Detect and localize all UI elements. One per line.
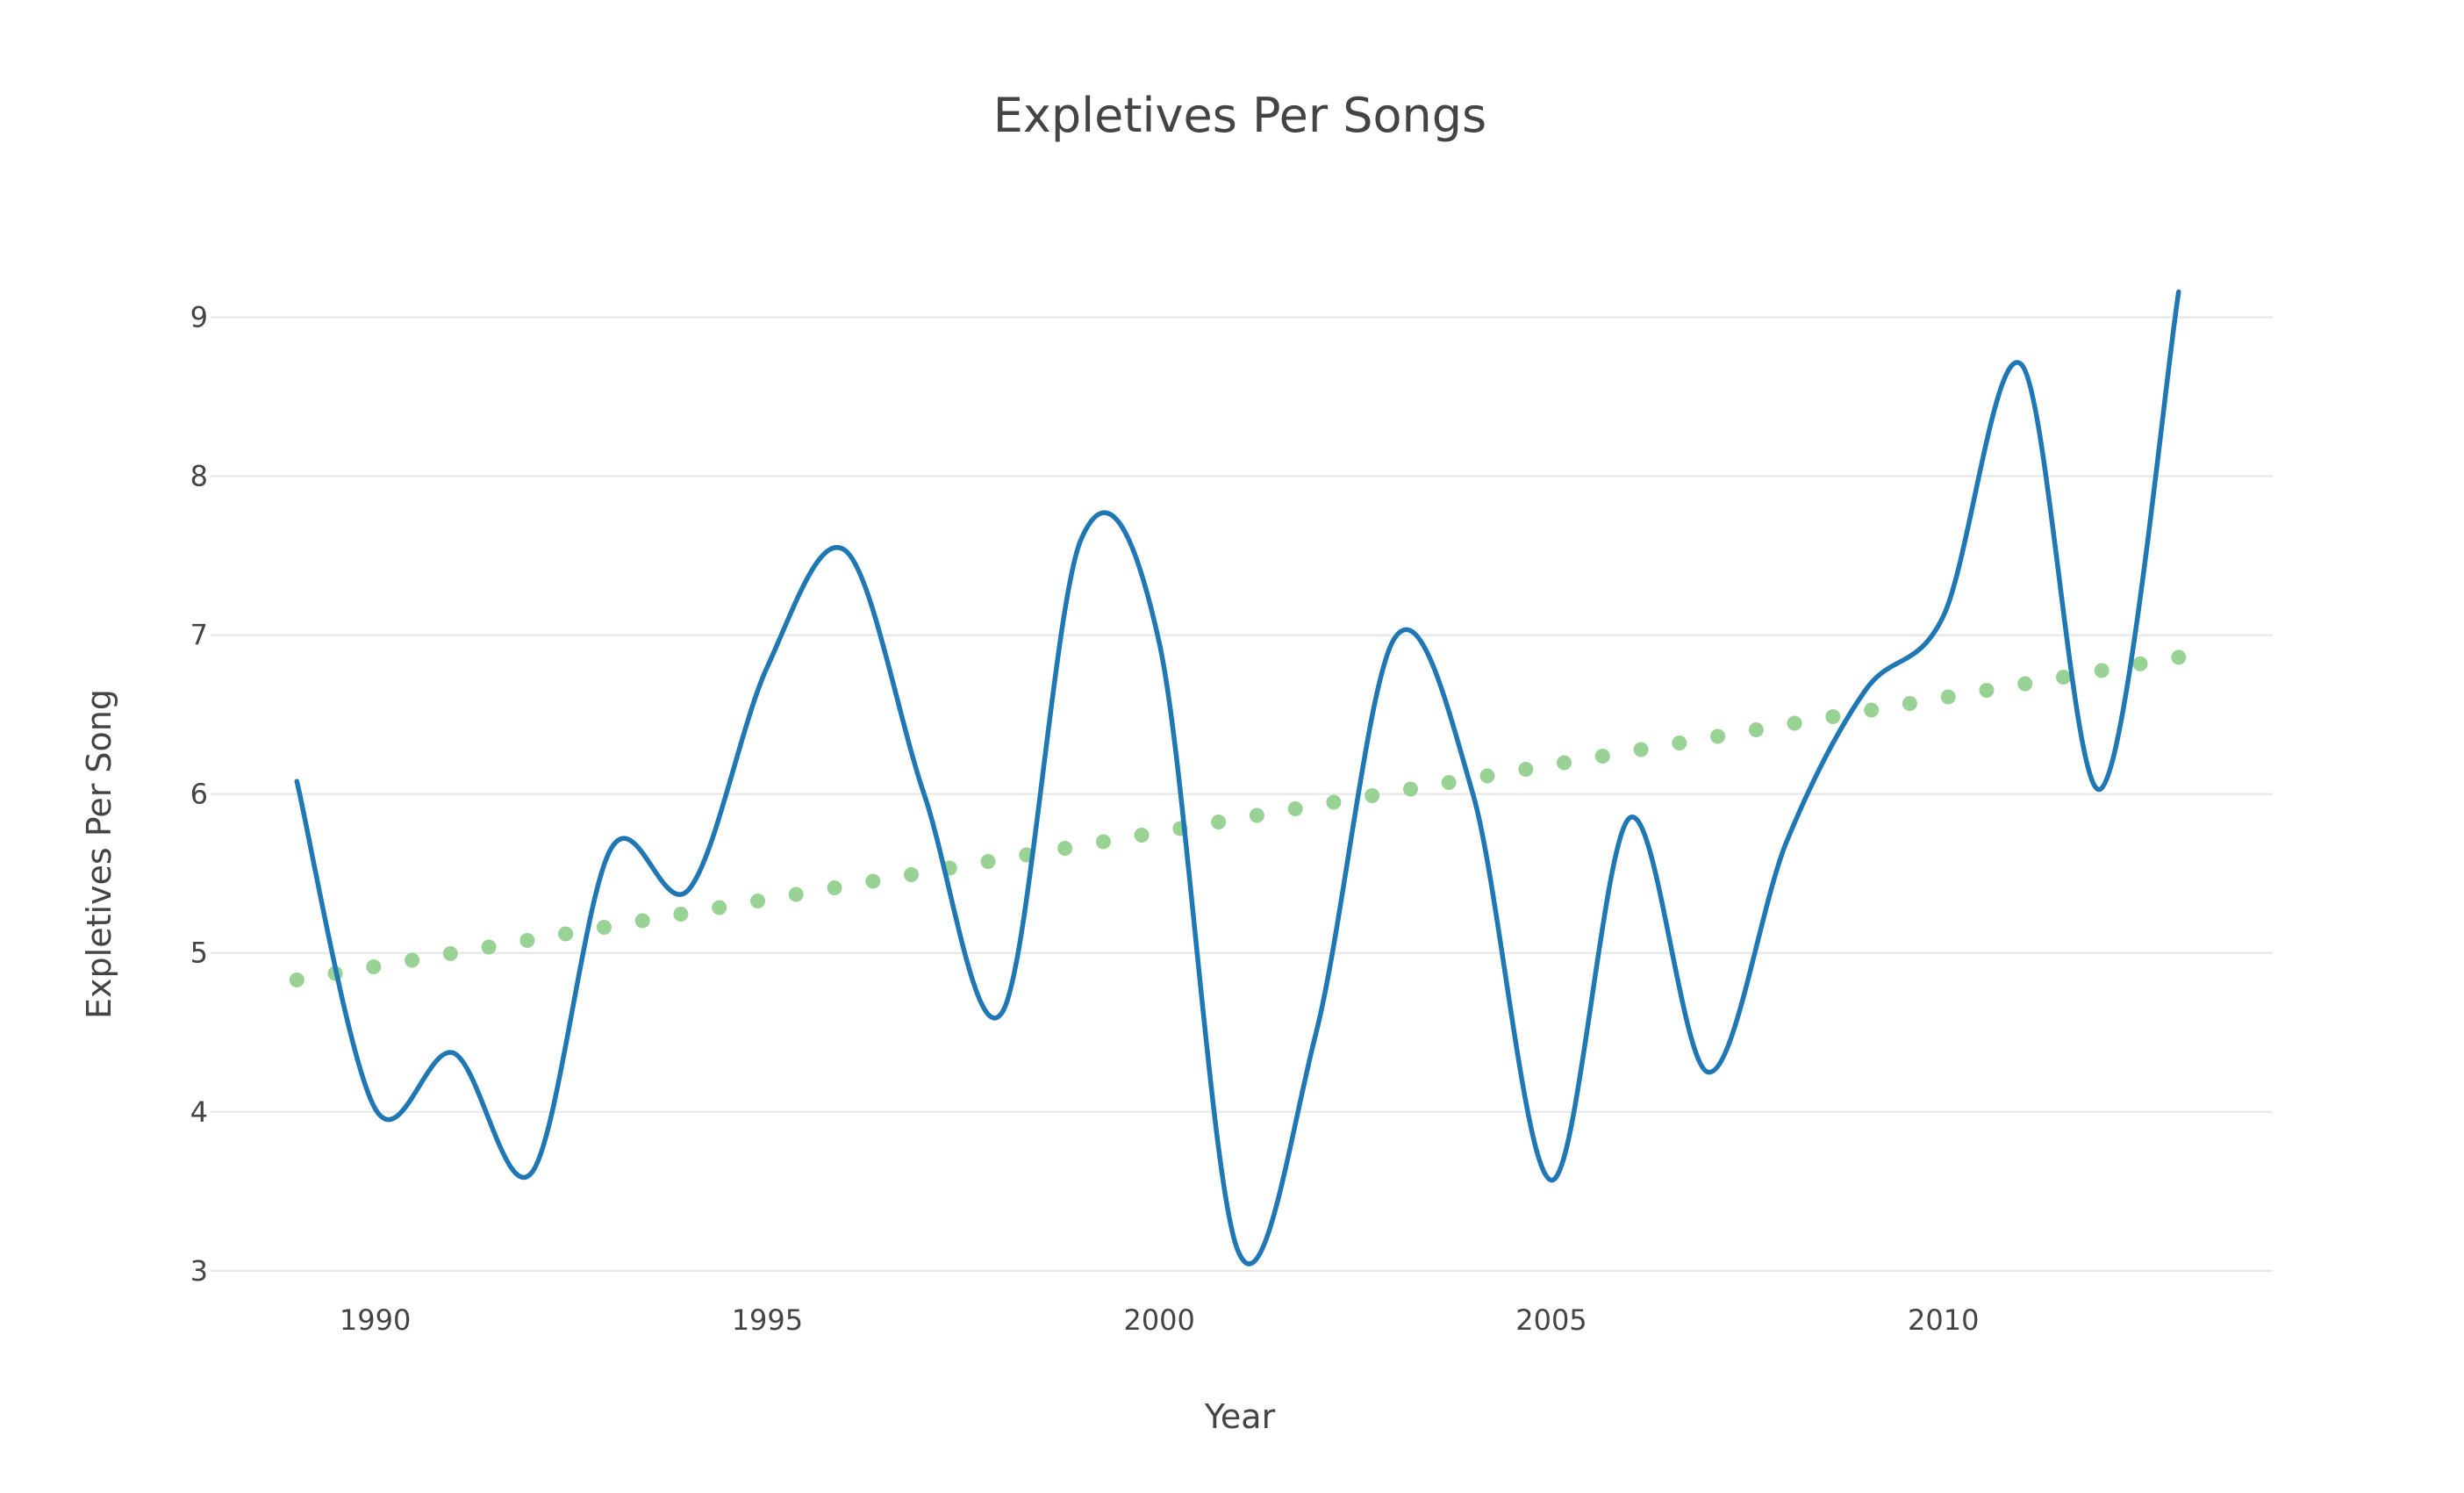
trend-dot	[1095, 834, 1111, 850]
trend-dot	[596, 920, 612, 935]
trend-dot	[2132, 656, 2148, 671]
x-tick-label: 1995	[732, 1303, 803, 1337]
y-axis-ticks: 3 4 5 6 7 8 9	[190, 300, 208, 1287]
trend-dot	[1979, 683, 1995, 698]
trend-dot	[750, 894, 765, 908]
trend-dot	[2094, 663, 2109, 678]
y-tick-label: 3	[190, 1254, 208, 1288]
x-axis-title: Year	[1204, 1397, 1276, 1436]
trend-dot	[2056, 670, 2071, 685]
y-tick-label: 8	[190, 460, 208, 493]
trend-dot	[1441, 775, 1457, 790]
trend-dot	[366, 959, 382, 974]
trend-dot	[1365, 788, 1380, 803]
trend-dot	[1403, 781, 1418, 797]
trend-dot	[1633, 742, 1649, 757]
trend-dot	[1594, 749, 1610, 764]
y-tick-label: 7	[190, 619, 208, 652]
trend-dot	[712, 900, 727, 915]
x-tick-label: 2005	[1515, 1303, 1587, 1337]
trend-dot	[827, 880, 842, 895]
trend-dot	[1479, 768, 1495, 784]
trend-dot	[481, 939, 497, 955]
trend-dot	[1518, 762, 1534, 777]
x-tick-label: 2010	[1908, 1303, 1979, 1337]
trend-dot	[558, 926, 574, 942]
y-tick-label: 4	[190, 1095, 208, 1129]
series-line	[294, 289, 2181, 1267]
y-axis-title: Expletives Per Song	[80, 689, 118, 1019]
trend-series	[289, 650, 2187, 987]
trend-dot	[2017, 676, 2033, 692]
trend-dot	[1825, 709, 1841, 724]
trend-dot	[1710, 729, 1726, 744]
trend-dot	[442, 946, 458, 961]
trend-dot	[634, 913, 650, 929]
trend-dot	[904, 867, 919, 882]
gridlines	[211, 316, 2273, 1272]
trend-dot	[2171, 650, 2187, 665]
trend-dot	[289, 973, 304, 987]
trend-dot	[1134, 828, 1150, 843]
x-tick-label: 1990	[340, 1303, 411, 1337]
trend-dot	[1864, 702, 1880, 718]
trend-dot	[519, 933, 535, 948]
trend-dot	[1940, 689, 1956, 705]
x-axis-ticks: 1990 1995 2000 2005 2010	[340, 1303, 1980, 1337]
trend-dot	[1787, 715, 1802, 731]
trend-dot	[980, 854, 996, 869]
trend-dot	[405, 952, 420, 968]
y-tick-label: 9	[190, 300, 208, 334]
trend-dot	[1672, 736, 1687, 750]
chart-title: Expletives Per Songs	[993, 88, 1486, 143]
trend-dot	[1057, 841, 1073, 856]
x-tick-label: 2000	[1123, 1303, 1194, 1337]
trend-dot	[1557, 755, 1572, 771]
trend-dot	[1326, 794, 1342, 810]
trend-dot	[1211, 815, 1227, 829]
trend-dot	[1249, 808, 1264, 823]
trend-dot	[788, 886, 804, 902]
trend-dot	[1902, 696, 1917, 711]
trend-dot	[673, 907, 689, 922]
trend-dot	[1287, 801, 1303, 816]
y-tick-label: 6	[190, 778, 208, 811]
trend-dot	[865, 873, 881, 889]
data-series	[294, 289, 2181, 1267]
trend-dot	[1748, 722, 1764, 737]
y-tick-label: 5	[190, 937, 208, 970]
